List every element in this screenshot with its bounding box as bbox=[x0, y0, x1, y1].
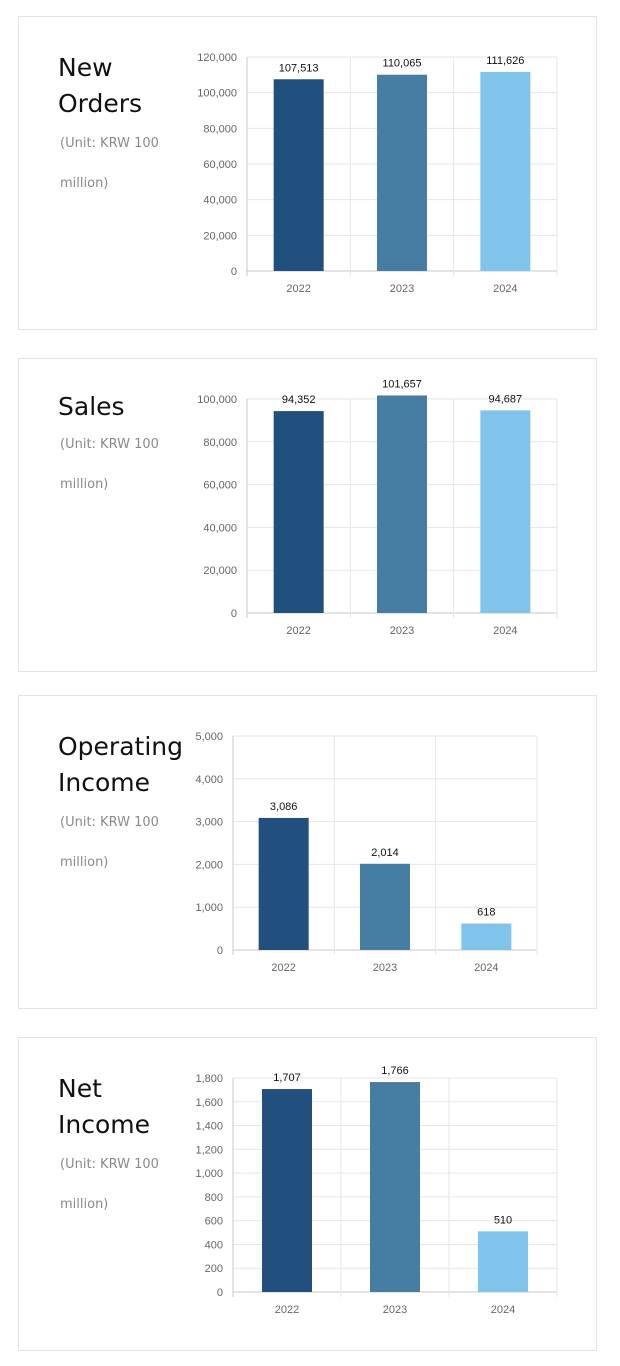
sales-chart: 0 20,000 40,000 60,000 80,000 100,000 94,352 20… bbox=[197, 378, 558, 637]
bar-2022 bbox=[273, 79, 324, 271]
card-title: New Orders bbox=[58, 53, 143, 118]
unit-label: (Unit: KRW 100 million) bbox=[60, 815, 159, 870]
y-tick-label: 80,000 bbox=[203, 123, 237, 135]
bar-2022 bbox=[258, 817, 309, 950]
y-tick-label: 1,000 bbox=[195, 902, 223, 914]
y-tick-label: 200 bbox=[205, 1263, 223, 1275]
data-label: 3,086 bbox=[270, 801, 298, 813]
data-label: 618 bbox=[477, 907, 495, 919]
y-tick-label: 0 bbox=[231, 266, 237, 278]
y-tick-label: 60,000 bbox=[203, 159, 237, 171]
y-tick-label: 1,600 bbox=[195, 1097, 223, 1109]
net-income-card: Net Income (Unit: KRW 100 million) 0 200 4… bbox=[18, 1037, 597, 1351]
data-label: 1,766 bbox=[381, 1065, 409, 1077]
x-tick-label: 2022 bbox=[286, 283, 310, 295]
x-tick-label: 2024 bbox=[491, 1304, 515, 1316]
operating-income-chart: 0 1,000 2,000 3,000 4,000 5,000 3,086 2022 2,014… bbox=[195, 731, 538, 974]
sales-card: Sales (Unit: KRW 100 million) 0 20,000 40,… bbox=[18, 358, 597, 672]
data-label: 111,626 bbox=[486, 55, 524, 67]
x-tick-label: 2022 bbox=[286, 625, 310, 637]
x-tick-label: 2023 bbox=[373, 962, 397, 974]
bar-2024 bbox=[480, 410, 531, 613]
operating-income-card: Operating Income (Unit: KRW 100 million)… bbox=[18, 695, 597, 1009]
y-tick-label: 4,000 bbox=[195, 774, 223, 786]
data-label: 110,065 bbox=[383, 58, 422, 70]
x-tick-label: 2022 bbox=[275, 1304, 299, 1316]
bar-2024 bbox=[480, 71, 531, 272]
x-tick-label: 2023 bbox=[383, 1304, 407, 1316]
y-tick-label: 1,000 bbox=[195, 1168, 223, 1180]
y-tick-label: 80,000 bbox=[203, 437, 237, 449]
y-tick-label: 120,000 bbox=[197, 52, 237, 64]
y-tick-label: 5,000 bbox=[195, 731, 223, 743]
y-tick-label: 40,000 bbox=[203, 195, 237, 207]
y-tick-label: 0 bbox=[231, 608, 237, 620]
x-tick-label: 2023 bbox=[390, 625, 414, 637]
card-title: Sales bbox=[58, 392, 125, 421]
y-tick-label: 600 bbox=[205, 1216, 223, 1228]
x-tick-label: 2022 bbox=[271, 962, 295, 974]
x-tick-label: 2023 bbox=[390, 283, 414, 295]
card-title: Net Income bbox=[58, 1074, 150, 1139]
y-tick-label: 2,000 bbox=[195, 859, 223, 871]
y-tick-label: 100,000 bbox=[197, 394, 237, 406]
bar-2023 bbox=[370, 1082, 420, 1292]
bar-2023 bbox=[377, 395, 427, 613]
unit-label: (Unit: KRW 100 million) bbox=[60, 136, 159, 191]
y-tick-label: 1,400 bbox=[195, 1121, 223, 1133]
net-income-chart: 0 200 400 600 800 1,000 1,200 1,400 1,600 1,800 1,… bbox=[195, 1065, 558, 1316]
data-label: 94,352 bbox=[282, 394, 316, 406]
bar-2022 bbox=[273, 411, 324, 613]
data-label: 510 bbox=[494, 1214, 512, 1226]
x-tick-label: 2024 bbox=[493, 283, 517, 295]
bar-2024 bbox=[478, 1231, 528, 1292]
y-tick-label: 0 bbox=[217, 945, 223, 957]
data-label: 2,014 bbox=[371, 847, 399, 859]
card-title: Operating Income bbox=[58, 732, 183, 797]
y-tick-label: 20,000 bbox=[203, 230, 237, 242]
y-tick-label: 3,000 bbox=[195, 817, 223, 829]
x-tick-label: 2024 bbox=[474, 962, 498, 974]
y-tick-label: 40,000 bbox=[203, 522, 237, 534]
y-tick-label: 100,000 bbox=[197, 88, 237, 100]
bar-2023 bbox=[377, 74, 427, 272]
data-label: 1,707 bbox=[273, 1072, 301, 1084]
bar-2022 bbox=[262, 1089, 312, 1292]
new-orders-card: New Orders (Unit: KRW 100 million) 0 20,0… bbox=[18, 16, 597, 330]
data-label: 94,687 bbox=[489, 393, 523, 405]
unit-label: (Unit: KRW 100 million) bbox=[60, 437, 159, 492]
data-label: 101,657 bbox=[382, 378, 422, 390]
bar-2024 bbox=[461, 923, 512, 950]
new-orders-chart: 0 20,000 40,000 60,000 80,000 100,000 120,000 1… bbox=[197, 52, 558, 295]
y-tick-label: 1,800 bbox=[195, 1073, 223, 1085]
y-tick-label: 800 bbox=[205, 1192, 223, 1204]
bar-2023 bbox=[360, 863, 410, 950]
x-tick-label: 2024 bbox=[493, 625, 517, 637]
y-tick-label: 0 bbox=[217, 1287, 223, 1299]
data-label: 107,513 bbox=[279, 62, 319, 74]
y-tick-label: 20,000 bbox=[203, 565, 237, 577]
y-tick-label: 1,200 bbox=[195, 1144, 223, 1156]
y-tick-label: 60,000 bbox=[203, 480, 237, 492]
y-tick-label: 400 bbox=[205, 1239, 223, 1251]
unit-label: (Unit: KRW 100 million) bbox=[60, 1157, 159, 1212]
